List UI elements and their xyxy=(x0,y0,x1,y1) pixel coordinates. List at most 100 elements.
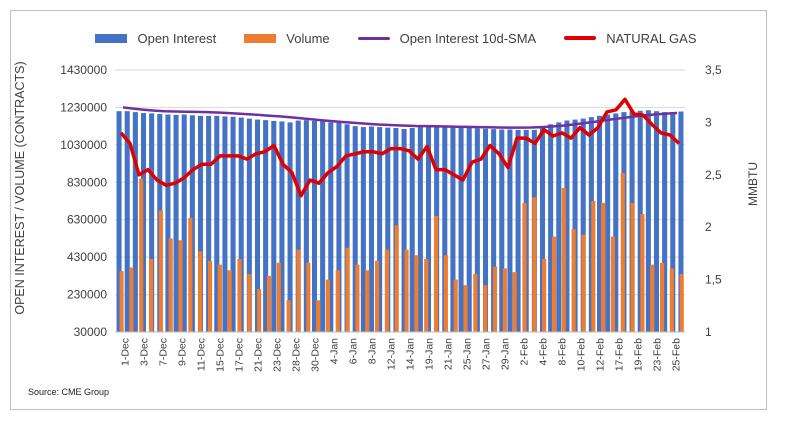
volume-bar xyxy=(669,268,674,332)
volume-bar xyxy=(561,187,566,332)
open-interest-bar xyxy=(311,120,318,332)
y-tick-label: 1430000 xyxy=(60,63,107,77)
y-tick-label: 630000 xyxy=(67,213,107,227)
open-interest-bar xyxy=(206,115,212,332)
open-interest-bar xyxy=(222,116,228,332)
volume-bar xyxy=(365,270,370,332)
volume-bar xyxy=(581,234,586,332)
open-interest-bar xyxy=(401,128,407,332)
legend-swatch xyxy=(95,33,128,43)
x-tick-label: 7-Dec xyxy=(157,338,169,366)
open-interest-bar xyxy=(678,111,684,332)
y2-tick-label: 1,5 xyxy=(705,273,722,287)
open-interest-bar xyxy=(425,126,432,332)
x-tick-label: 3-Dec xyxy=(138,338,150,366)
open-interest-bar xyxy=(287,122,293,333)
volume-bar xyxy=(148,259,154,332)
open-interest-bar xyxy=(165,114,171,332)
y2-tick-label: 2,5 xyxy=(705,168,722,182)
x-tick-label: 25-Feb xyxy=(670,338,682,371)
volume-bar xyxy=(630,202,635,332)
volume-bar xyxy=(266,275,272,332)
sma-line xyxy=(122,106,678,129)
open-interest-bar xyxy=(352,126,358,333)
volume-bar xyxy=(119,271,124,332)
legend-label: Volume xyxy=(286,30,330,46)
volume-bar xyxy=(532,197,537,332)
x-tick-label: 29-Jan xyxy=(499,338,511,370)
volume-bar xyxy=(502,268,507,332)
legend-item: Open Interest 10d-SMA xyxy=(357,28,536,48)
legend-swatch xyxy=(357,36,390,40)
volume-bar xyxy=(394,225,399,332)
volume-bar xyxy=(325,279,331,332)
x-tick-label: 14-Jan xyxy=(404,338,416,370)
y-tick-label: 1030000 xyxy=(60,138,107,152)
volume-bar xyxy=(551,236,557,332)
volume-bar xyxy=(335,270,340,332)
open-interest-bar xyxy=(662,112,668,332)
x-tick-label: 19-Feb xyxy=(632,338,644,371)
volume-bar xyxy=(640,214,645,332)
open-interest-bar xyxy=(328,122,334,333)
volume-bar xyxy=(345,247,350,332)
volume-bar xyxy=(620,172,625,332)
open-interest-bar xyxy=(442,126,448,332)
open-interest-bar xyxy=(564,120,570,333)
volume-bar xyxy=(178,240,183,332)
legend-item: NATURAL GAS xyxy=(564,28,697,48)
open-interest-bar xyxy=(450,127,456,332)
x-tick-label: 11-Dec xyxy=(195,338,207,371)
open-interest-bar xyxy=(132,112,138,332)
open-interest-bar xyxy=(246,118,252,333)
source-note: Source: CME Group xyxy=(28,387,110,397)
x-tick-label: 21-Jan xyxy=(442,338,454,370)
open-interest-bar xyxy=(344,124,350,333)
open-interest-bar xyxy=(360,127,366,332)
x-tick-label: 4-Jan xyxy=(328,338,340,364)
volume-bar xyxy=(404,249,409,332)
x-tick-label: 17-Feb xyxy=(613,338,625,371)
x-tick-label: 27-Jan xyxy=(480,338,492,370)
x-tick-label: 15-Dec xyxy=(214,338,226,372)
volume-bar xyxy=(679,273,684,332)
x-tick-label: 2-Feb xyxy=(518,338,530,366)
open-interest-bar xyxy=(466,128,472,332)
open-interest-bar xyxy=(556,122,562,333)
open-interest-bar xyxy=(368,126,375,332)
y-tick-label: 830000 xyxy=(67,175,107,189)
volume-bar xyxy=(522,202,527,332)
open-interest-bar xyxy=(303,120,309,332)
open-interest-bar xyxy=(605,114,611,332)
volume-bar xyxy=(139,178,144,332)
legend-item: Open Interest xyxy=(95,28,216,48)
open-interest-bar xyxy=(149,113,155,332)
y-tick-label: 430000 xyxy=(67,250,107,264)
x-tick-label: 17-Dec xyxy=(233,338,245,372)
volume-bar xyxy=(542,259,547,332)
volume-bar xyxy=(610,236,616,332)
x-tick-label: 23-Feb xyxy=(651,338,663,371)
open-interest-bar xyxy=(263,120,269,332)
volume-bar xyxy=(601,202,606,332)
y-tick-label: 30000 xyxy=(74,325,108,339)
volume-bar xyxy=(227,270,232,332)
volume-bar xyxy=(433,215,439,332)
open-interest-bar xyxy=(482,128,489,332)
open-interest-bar xyxy=(214,115,220,332)
volume-bar xyxy=(483,285,488,332)
volume-bar xyxy=(414,255,419,332)
volume-bar xyxy=(453,279,458,332)
open-interest-bar xyxy=(613,113,619,332)
y2-tick-label: 3,5 xyxy=(705,63,722,77)
volume-bar xyxy=(286,300,291,332)
open-interest-bar xyxy=(173,114,179,333)
volume-bar xyxy=(424,259,429,332)
open-interest-bar xyxy=(336,122,342,332)
x-tick-label: 28-Dec xyxy=(290,338,302,372)
volume-bar xyxy=(276,262,281,332)
open-interest-bar xyxy=(230,116,236,333)
volume-bar xyxy=(443,255,448,332)
open-interest-bar xyxy=(140,113,147,333)
